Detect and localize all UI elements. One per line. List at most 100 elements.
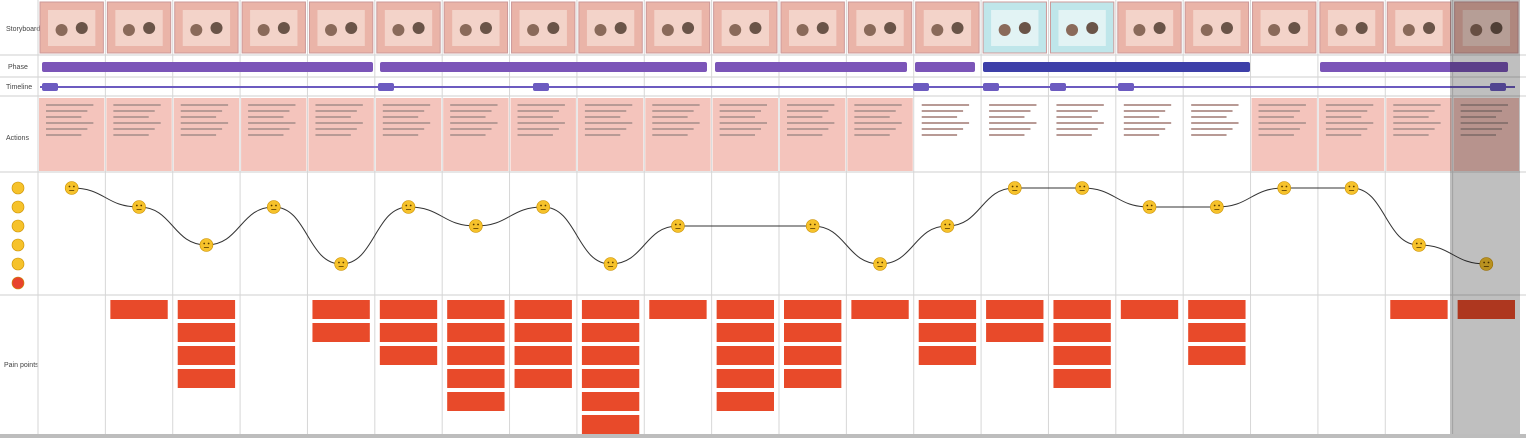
storyboard-figure — [1086, 22, 1099, 34]
emotion-scale-face — [11, 238, 25, 252]
storyboard-figure — [345, 22, 358, 34]
action-text-line — [989, 134, 1025, 136]
action-text-line — [180, 122, 229, 124]
action-text-line — [787, 134, 823, 136]
row-label: Timeline — [6, 84, 32, 91]
phase-bar — [983, 62, 1250, 72]
face-eye — [1079, 185, 1081, 188]
pain-point-card — [1053, 323, 1111, 342]
action-text-line — [1325, 134, 1362, 136]
action-text-line — [1393, 104, 1441, 106]
action-text-line — [1123, 104, 1172, 106]
pain-point-card — [1390, 300, 1448, 319]
action-text-line — [1258, 128, 1300, 130]
row-label: Actions — [6, 135, 29, 142]
emotion-scale-face — [11, 181, 25, 195]
storyboard-scene — [1193, 10, 1241, 46]
pain-point-card — [379, 346, 438, 365]
action-text-line — [450, 104, 498, 106]
pain-point-card — [716, 300, 774, 319]
pain-point-card — [581, 415, 640, 434]
storyboard-scene — [182, 10, 231, 46]
face-eye — [809, 223, 812, 226]
pain-point-card — [447, 392, 505, 411]
action-text-line — [787, 122, 835, 124]
pain-point-card — [177, 323, 236, 342]
face-eye — [540, 204, 542, 207]
timeline-badge — [1118, 83, 1134, 91]
action-text-line — [584, 134, 621, 136]
action-text-line — [652, 134, 688, 136]
action-text-line — [989, 128, 1031, 130]
phase-bar — [715, 62, 907, 72]
face-eye — [405, 204, 408, 207]
action-text-line — [382, 128, 425, 130]
pain-point-card — [581, 323, 640, 342]
action-text-line — [1123, 116, 1160, 118]
face-eye — [544, 204, 547, 207]
action-text-line — [1123, 110, 1166, 112]
emotion-face — [199, 238, 214, 252]
pain-point-card — [110, 300, 168, 319]
timeline-badge — [533, 83, 549, 91]
action-text-line — [854, 110, 896, 112]
action-text-line — [517, 110, 559, 112]
face-eye — [477, 223, 479, 226]
action-text-line — [1393, 116, 1429, 118]
storyboard-figure — [998, 24, 1011, 36]
phase-bar — [42, 62, 373, 72]
face-eye — [1420, 242, 1423, 245]
action-text-line — [1393, 134, 1429, 136]
action-text-line — [248, 128, 290, 130]
action-text-line — [584, 104, 633, 106]
pain-point-card — [1457, 300, 1515, 319]
storyboard-figure — [1470, 24, 1483, 36]
action-text-line — [921, 122, 970, 124]
pain-point-card — [918, 323, 977, 342]
action-text-line — [1258, 104, 1306, 106]
action-text-line — [113, 104, 161, 106]
face-eye — [409, 204, 412, 207]
face-eye — [1483, 261, 1486, 264]
face-eye — [1285, 185, 1288, 188]
action-text-line — [1191, 110, 1233, 112]
storyboard-figure — [1018, 22, 1031, 34]
storyboard-figure — [1423, 22, 1436, 34]
action-text-line — [1056, 128, 1098, 130]
action-text-line — [989, 104, 1037, 106]
action-text-line — [989, 110, 1031, 112]
storyboard-figure — [547, 22, 560, 34]
pain-point-card — [1188, 346, 1246, 365]
storyboard-figure — [1402, 24, 1415, 36]
action-text-line — [652, 110, 694, 112]
face-eye — [203, 242, 206, 245]
pain-point-card — [379, 323, 438, 342]
pain-point-card — [851, 300, 909, 319]
action-text-line — [450, 116, 486, 118]
pain-point-card — [312, 323, 370, 342]
pain-point-card — [716, 346, 774, 365]
action-text-line — [1258, 122, 1306, 124]
action-text-line — [921, 116, 958, 118]
action-text-line — [921, 128, 964, 130]
action-text-line — [921, 104, 970, 106]
emotion-face — [401, 200, 416, 214]
overlay — [1450, 0, 1520, 434]
face-eye — [881, 261, 884, 264]
storyboard-scene — [1395, 10, 1443, 46]
face-eye — [1016, 185, 1018, 188]
storyboard-figure — [1335, 24, 1348, 36]
storyboard-scene — [317, 10, 365, 46]
storyboard-scene — [991, 10, 1039, 46]
pain-point-card — [649, 300, 707, 319]
action-text-line — [584, 128, 627, 130]
face-eye — [1083, 185, 1086, 188]
storyboard-figure — [863, 24, 876, 36]
action-text-line — [180, 128, 223, 130]
storyboard-figure — [257, 24, 270, 36]
face-eye — [607, 261, 610, 264]
action-text-line — [248, 104, 296, 106]
pain-point-card — [716, 369, 774, 388]
face-eye — [72, 185, 75, 188]
emotion-face — [1075, 181, 1089, 195]
